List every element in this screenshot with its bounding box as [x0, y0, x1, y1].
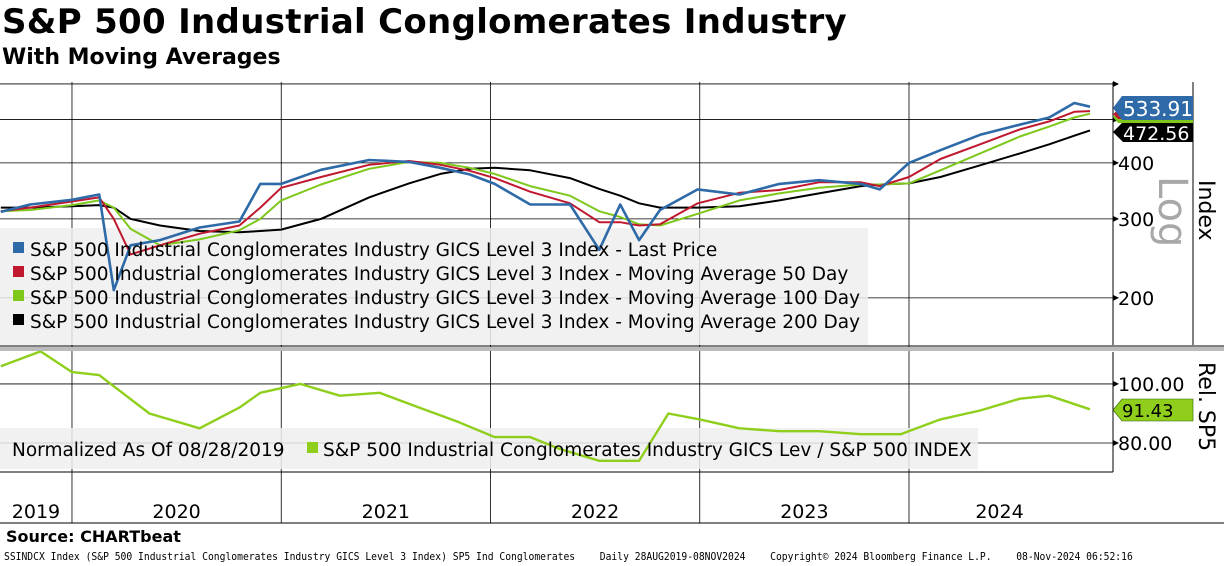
chart-subtitle: With Moving Averages [2, 45, 281, 70]
xtick-label: 2024 [975, 501, 1023, 523]
xtick-label: 2020 [152, 501, 200, 523]
legend-swatch-relative [307, 442, 318, 453]
legend-swatch-ma50 [13, 266, 24, 277]
footer-range: Daily 28AUG2019-08NOV2024 [599, 550, 746, 563]
tick-arrow [1113, 440, 1119, 447]
lower-ytick-label: 100.00 [1118, 374, 1184, 396]
footer-copyright: Copyright© 2024 Bloomberg Finance L.P. [770, 550, 992, 563]
upper-ytick-label: 200 [1118, 288, 1154, 310]
legend-swatch-ma100 [13, 290, 24, 301]
upper-ylabel: Index [1193, 180, 1218, 241]
tick-labels: 200 300 400 80.00 100.00 2019 2020 2021 2022 2023… [12, 153, 1185, 523]
ma200-tag [1113, 122, 1193, 142]
panel-divider[interactable] [0, 347, 1224, 351]
ma200-tag-label: 472.56 [1123, 123, 1189, 145]
xtick-label: 2021 [362, 501, 410, 523]
legend-label-ma200: S&P 500 Industrial Conglomerates Industr… [30, 312, 860, 333]
source-note: Source: CHARTbeat [6, 527, 181, 546]
legend-label-relative: S&P 500 Industrial Conglomerates Industr… [323, 440, 972, 461]
series-line-ma50 [0, 110, 1091, 256]
price-tag [1113, 96, 1193, 120]
tick-arrow [1113, 294, 1119, 301]
xtick-label: 2023 [780, 501, 828, 523]
legend-label-ma100: S&P 500 Industrial Conglomerates Industr… [30, 288, 860, 309]
lower-ytick-label: 80.00 [1118, 433, 1172, 455]
lower-ylabel: Rel. SP5 [1193, 362, 1218, 451]
legend-swatch-ma200 [13, 314, 24, 325]
xtick-label: 2019 [12, 501, 60, 523]
relative-tag-label: 91.43 [1122, 401, 1174, 422]
legend-label-price: S&P 500 Industrial Conglomerates Industr… [30, 240, 717, 261]
tick-arrow [1113, 159, 1119, 166]
upper-legend: S&P 500 Industrial Conglomerates Industr… [13, 240, 860, 333]
series-line-price [0, 101, 1091, 292]
log-scale-label: Log [1149, 176, 1195, 247]
series-line-ma200 [0, 129, 1091, 234]
price-tag-label: 533.91 [1123, 97, 1193, 121]
relative-tag [1112, 398, 1194, 422]
footer-security: SSINDCX Index (S&P 500 Industrial Conglo… [4, 550, 576, 563]
tick-arrow [1113, 215, 1119, 222]
upper-ytick-label: 400 [1118, 153, 1154, 175]
footer-timestamp: 08-Nov-2024 06:52:16 [1016, 550, 1133, 563]
series-lines [0, 101, 1091, 462]
tick-arrow [1113, 380, 1119, 387]
series-line-relative [0, 350, 1091, 462]
legend-swatch-price [13, 242, 24, 253]
upper-ytick-label: 300 [1118, 209, 1154, 231]
xtick-label: 2022 [571, 501, 619, 523]
series-line-ma100 [0, 112, 1091, 247]
legend-normalized-note: Normalized As Of 08/28/2019 [12, 440, 285, 461]
chart-title: S&P 500 Industrial Conglomerates Industr… [2, 2, 848, 42]
footer: SSINDCX Index (S&P 500 Industrial Conglo… [4, 550, 1218, 563]
legend-label-ma50: S&P 500 Industrial Conglomerates Industr… [30, 264, 848, 285]
lower-legend: Normalized As Of 08/28/2019 S&P 500 Indu… [12, 440, 972, 461]
upper-legend-box [0, 228, 868, 345]
tick-arrow [1113, 80, 1119, 87]
